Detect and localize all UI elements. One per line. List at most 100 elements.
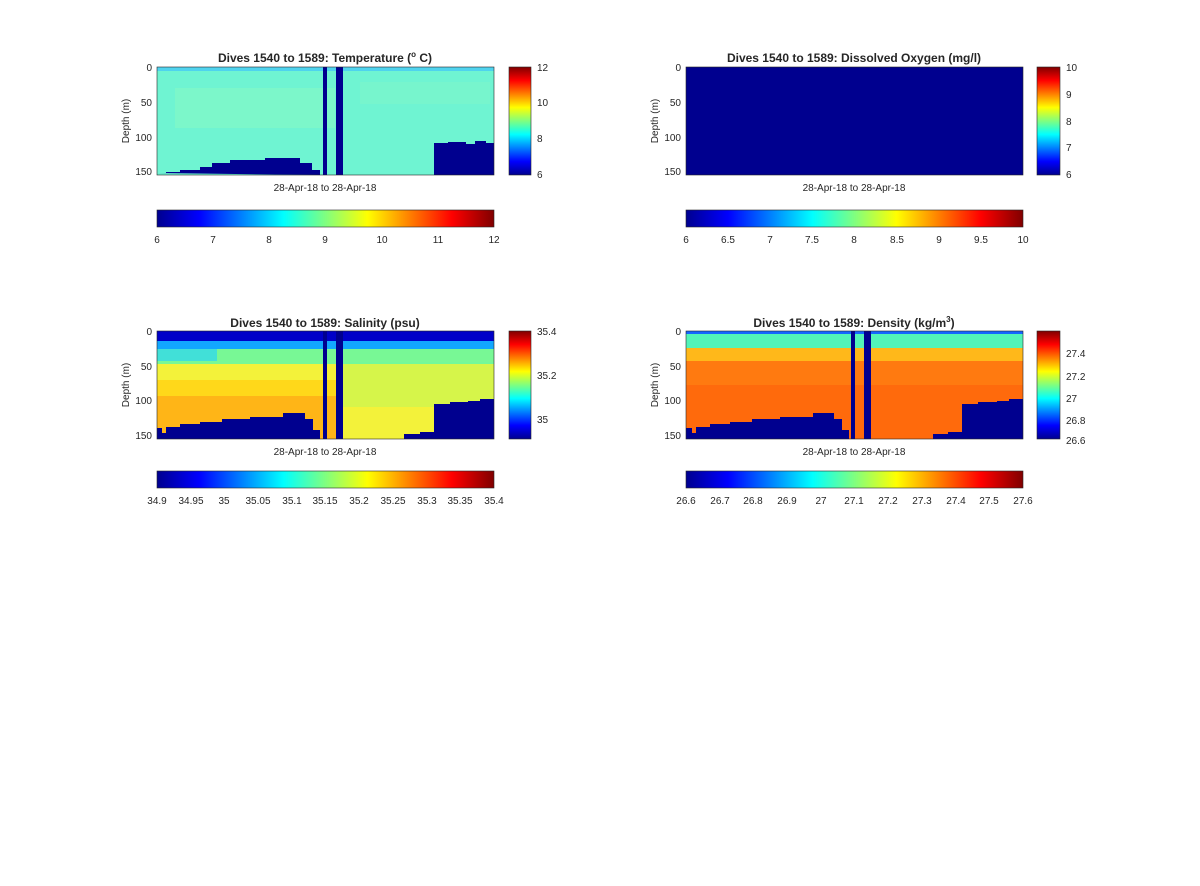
side-colorbar-tick: 6 xyxy=(537,170,543,181)
side-colorbar-tick: 7 xyxy=(1066,143,1072,154)
y-ticks-oxygen: 0 50 100 150 xyxy=(664,63,681,178)
side-colorbar-tick: 26.8 xyxy=(1066,416,1086,427)
bottom-colorbar-bar xyxy=(685,209,1024,228)
heatmap-east-mid-salinity xyxy=(343,362,494,407)
bottom-colorbar-tick: 7 xyxy=(767,235,773,246)
missing-dive-column2-density xyxy=(864,331,871,439)
seafloor-mask-mid-density xyxy=(933,432,962,439)
side-colorbar-bar xyxy=(1036,66,1061,176)
y-tick-label: 0 xyxy=(146,63,152,74)
bottom-colorbar-bar xyxy=(156,470,495,489)
bottom-colorbar-tick: 35.05 xyxy=(245,496,270,507)
bottom-colorbar-tick: 8 xyxy=(266,235,272,246)
y-tick-label: 100 xyxy=(664,133,681,144)
bottom-colorbar-tick: 7 xyxy=(210,235,216,246)
y-tick-label: 100 xyxy=(664,396,681,407)
bottom-colorbar-tick: 10 xyxy=(376,235,388,246)
bottom-colorbar-oxygen: 6 6.5 7 7.5 8 8.5 9 9.5 10 xyxy=(683,209,1029,246)
heatmap-west-upper-salinity xyxy=(157,349,217,361)
side-colorbar-tick: 27.4 xyxy=(1066,349,1086,360)
heatmap-lens2-temperature xyxy=(360,82,490,104)
panel-density: Dives 1540 to 1589: Density (kg/m3) Dept… xyxy=(650,315,1086,507)
side-colorbar-tick: 8 xyxy=(537,134,543,145)
side-colorbar-tick: 35.2 xyxy=(537,371,557,382)
bottom-colorbar-bar xyxy=(685,470,1024,489)
bottom-colorbar-tick: 10 xyxy=(1017,235,1029,246)
panel-title-density: Dives 1540 to 1589: Density (kg/m3) xyxy=(753,315,954,330)
side-colorbar-tick: 26.6 xyxy=(1066,436,1086,447)
heatmap-density xyxy=(685,330,1024,440)
bottom-colorbar-tick: 35.35 xyxy=(447,496,472,507)
x-axis-label-salinity: 28-Apr-18 to 28-Apr-18 xyxy=(274,447,377,458)
bottom-colorbar-tick: 35.2 xyxy=(349,496,369,507)
bottom-colorbar-tick: 26.6 xyxy=(676,496,696,507)
side-colorbar-tick: 27 xyxy=(1066,394,1078,405)
bottom-colorbar-tick: 6 xyxy=(154,235,160,246)
bottom-colorbar-tick: 34.95 xyxy=(178,496,203,507)
missing-dive-column-salinity xyxy=(323,331,327,439)
y-axis-label-density: Depth (m) xyxy=(650,363,661,407)
bottom-colorbar-tick: 27.2 xyxy=(878,496,898,507)
side-colorbar-density: 27.4 27.2 27 26.8 26.6 xyxy=(1036,330,1086,447)
panel-salinity: Dives 1540 to 1589: Salinity (psu) Depth… xyxy=(121,316,557,507)
side-colorbar-tick: 35.4 xyxy=(537,327,557,338)
missing-dive-column2-temperature xyxy=(336,67,343,175)
bottom-colorbar-tick: 9.5 xyxy=(974,235,988,246)
bottom-colorbar-tick: 6.5 xyxy=(721,235,735,246)
bottom-colorbar-tick: 9 xyxy=(322,235,328,246)
side-colorbar-tick: 10 xyxy=(1066,63,1078,74)
y-axis-label-oxygen: Depth (m) xyxy=(650,99,661,143)
heatmap-mid-band-salinity xyxy=(157,380,337,396)
bottom-colorbar-tick: 35.15 xyxy=(312,496,337,507)
bottom-colorbar-density: 26.6 26.7 26.8 26.9 27 27.1 27.2 27.3 27… xyxy=(676,470,1033,507)
y-tick-label: 100 xyxy=(135,396,152,407)
seafloor-mask-temperature xyxy=(157,158,320,175)
bottom-colorbar-tick: 35.1 xyxy=(282,496,302,507)
y-tick-label: 50 xyxy=(141,98,153,109)
heatmap-oxygen xyxy=(685,66,1024,176)
y-tick-label: 0 xyxy=(675,327,681,338)
heatmap-salinity xyxy=(156,330,495,440)
bottom-colorbar-temperature: 6 7 8 9 10 11 12 xyxy=(154,209,500,246)
side-colorbar-tick: 6 xyxy=(1066,170,1072,181)
bottom-colorbar-tick: 27.5 xyxy=(979,496,999,507)
bottom-colorbar-tick: 27.3 xyxy=(912,496,932,507)
seafloor-mask-east-temperature xyxy=(434,141,494,175)
bottom-colorbar-tick: 11 xyxy=(433,235,444,246)
side-colorbar-bar xyxy=(508,66,532,176)
y-tick-label: 150 xyxy=(664,167,681,178)
bottom-colorbar-tick: 35.4 xyxy=(484,496,504,507)
panel-title-oxygen: Dives 1540 to 1589: Dissolved Oxygen (mg… xyxy=(727,51,981,65)
heatmap-field-oxygen xyxy=(685,66,1024,176)
seafloor-mask-east-salinity xyxy=(434,399,494,439)
panel-title-salinity: Dives 1540 to 1589: Salinity (psu) xyxy=(230,316,419,330)
seafloor-mask-east-density xyxy=(962,399,1023,439)
side-colorbar-tick: 12 xyxy=(537,63,549,74)
missing-dive-column-temperature xyxy=(323,67,327,175)
bottom-colorbar-tick: 27.1 xyxy=(844,496,864,507)
side-colorbar-bar xyxy=(1036,330,1061,440)
bottom-colorbar-tick: 27 xyxy=(815,496,827,507)
y-axis-label-temperature: Depth (m) xyxy=(121,99,132,143)
bottom-colorbar-tick: 12 xyxy=(488,235,500,246)
y-ticks-density: 0 50 100 150 xyxy=(664,327,681,442)
bottom-colorbar-tick: 6 xyxy=(683,235,689,246)
bottom-colorbar-tick: 8.5 xyxy=(890,235,904,246)
y-tick-label: 0 xyxy=(675,63,681,74)
bottom-colorbar-tick: 26.8 xyxy=(743,496,763,507)
heatmap-temperature xyxy=(156,66,495,176)
side-colorbar-tick: 10 xyxy=(537,98,549,109)
bottom-colorbar-tick: 26.9 xyxy=(777,496,797,507)
y-tick-label: 50 xyxy=(670,362,682,373)
side-colorbar-tick: 9 xyxy=(1066,90,1072,101)
side-colorbar-tick: 27.2 xyxy=(1066,372,1086,383)
heatmap-lens-temperature xyxy=(175,88,335,128)
missing-dive-column-density xyxy=(851,331,855,439)
x-axis-label-density: 28-Apr-18 to 28-Apr-18 xyxy=(803,447,906,458)
y-tick-label: 150 xyxy=(135,167,152,178)
side-colorbar-temperature: 12 10 8 6 xyxy=(508,63,549,181)
x-axis-label-temperature: 28-Apr-18 to 28-Apr-18 xyxy=(274,183,377,194)
bottom-colorbar-salinity: 34.9 34.95 35 35.05 35.1 35.15 35.2 35.2… xyxy=(147,470,504,507)
bottom-colorbar-tick: 27.4 xyxy=(946,496,966,507)
